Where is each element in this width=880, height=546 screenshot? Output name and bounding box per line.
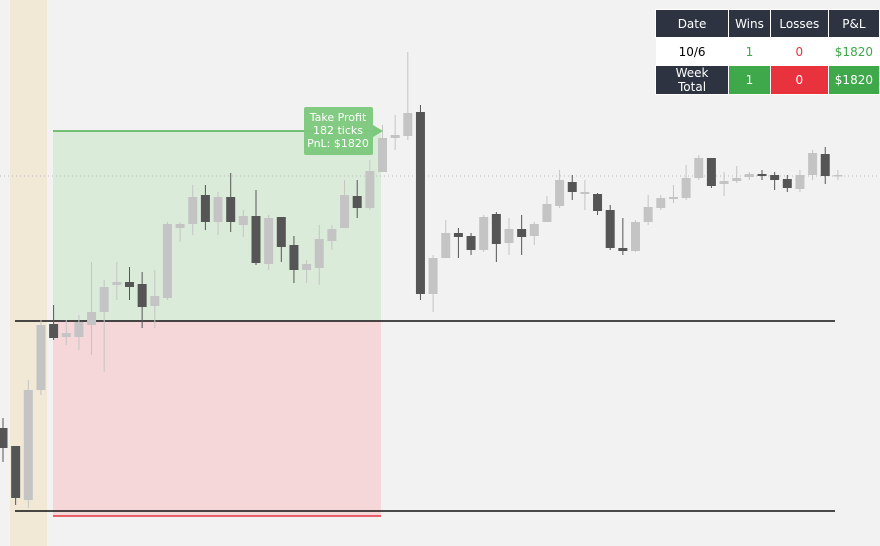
candle-body [770,175,780,180]
candle-body [732,178,742,181]
candle-body [517,229,527,237]
candle-body [593,194,603,211]
candle-body [289,245,299,270]
candle-body [415,112,425,294]
loss-zone [53,321,381,516]
candle-body [61,333,71,337]
candle-body [276,217,286,247]
candle-body [719,181,729,184]
candle-body [491,214,501,244]
candle-body [428,258,438,294]
candle-body [390,135,400,138]
cell: $1820 [827,65,880,95]
candle-body [618,248,628,251]
candle-body [74,322,84,337]
candle-body [162,224,172,298]
candle-body [479,217,489,250]
candle-body [580,192,590,194]
candle-body [466,236,476,250]
candle-body [213,197,223,222]
tooltip-box [304,107,373,155]
candle-body [340,195,350,228]
candle-body [808,153,818,175]
tooltip-arrow [373,125,383,137]
candle-body [529,224,539,236]
candle-body [681,178,691,198]
header: Date [654,9,730,38]
tooltip-ticks: 182 ticks [313,124,363,137]
candle-body [631,222,640,251]
candle-body [795,175,805,189]
tooltip-pnl: PnL: $1820 [307,137,369,150]
cell: Week Total [654,65,730,95]
candle-body [833,175,843,177]
cell: 1 [728,37,771,66]
candle-body [200,195,210,222]
candle-body [542,204,552,222]
candle-body [99,287,109,312]
candle-body [112,282,122,285]
candle-body [327,229,337,241]
cell: 1 [728,65,771,95]
candle-body [0,428,8,448]
candle-body [23,390,33,500]
cell: 10/6 [655,37,729,66]
header: Losses [769,9,829,38]
candle-body [226,197,236,222]
candle-body [668,197,678,199]
candle-body [567,182,577,192]
candle-body [441,233,451,258]
candle-body [820,154,830,176]
candle-body [757,174,767,176]
candle-body [87,312,97,325]
candle-body [137,284,147,307]
candle-body [744,174,754,177]
candle-body [188,197,198,224]
candle-body [302,264,312,270]
cell: $1820 [828,37,880,66]
pnl-table: Date Wins Losses P&L 10/6 1 0 $1820 Week… [654,9,880,95]
tooltip-title: Take Profit [309,111,367,124]
candle-body [605,210,615,248]
candle-body [150,296,160,306]
candle-body [365,171,375,208]
candle-body [694,158,704,178]
candle-body [11,446,21,498]
candle-body [656,198,666,208]
candle-body [251,216,261,263]
header: P&L [827,9,880,38]
header: Wins [728,9,771,38]
candle-body [453,233,463,237]
cell: 0 [770,37,829,66]
candle-body [175,224,185,228]
candle-body [643,207,653,222]
candle-body [36,325,46,390]
candle-body [238,216,248,225]
candle-body [49,324,59,338]
candle-body [125,282,134,287]
candle-body [264,218,274,264]
cell: 0 [769,65,829,95]
candle-body [352,196,362,208]
candle-body [706,158,716,186]
candle-body [504,229,514,243]
candle-body [782,179,792,188]
candle-body [403,113,413,136]
candle-body [314,239,324,268]
candle-body [555,180,565,206]
candle-body [378,138,387,172]
